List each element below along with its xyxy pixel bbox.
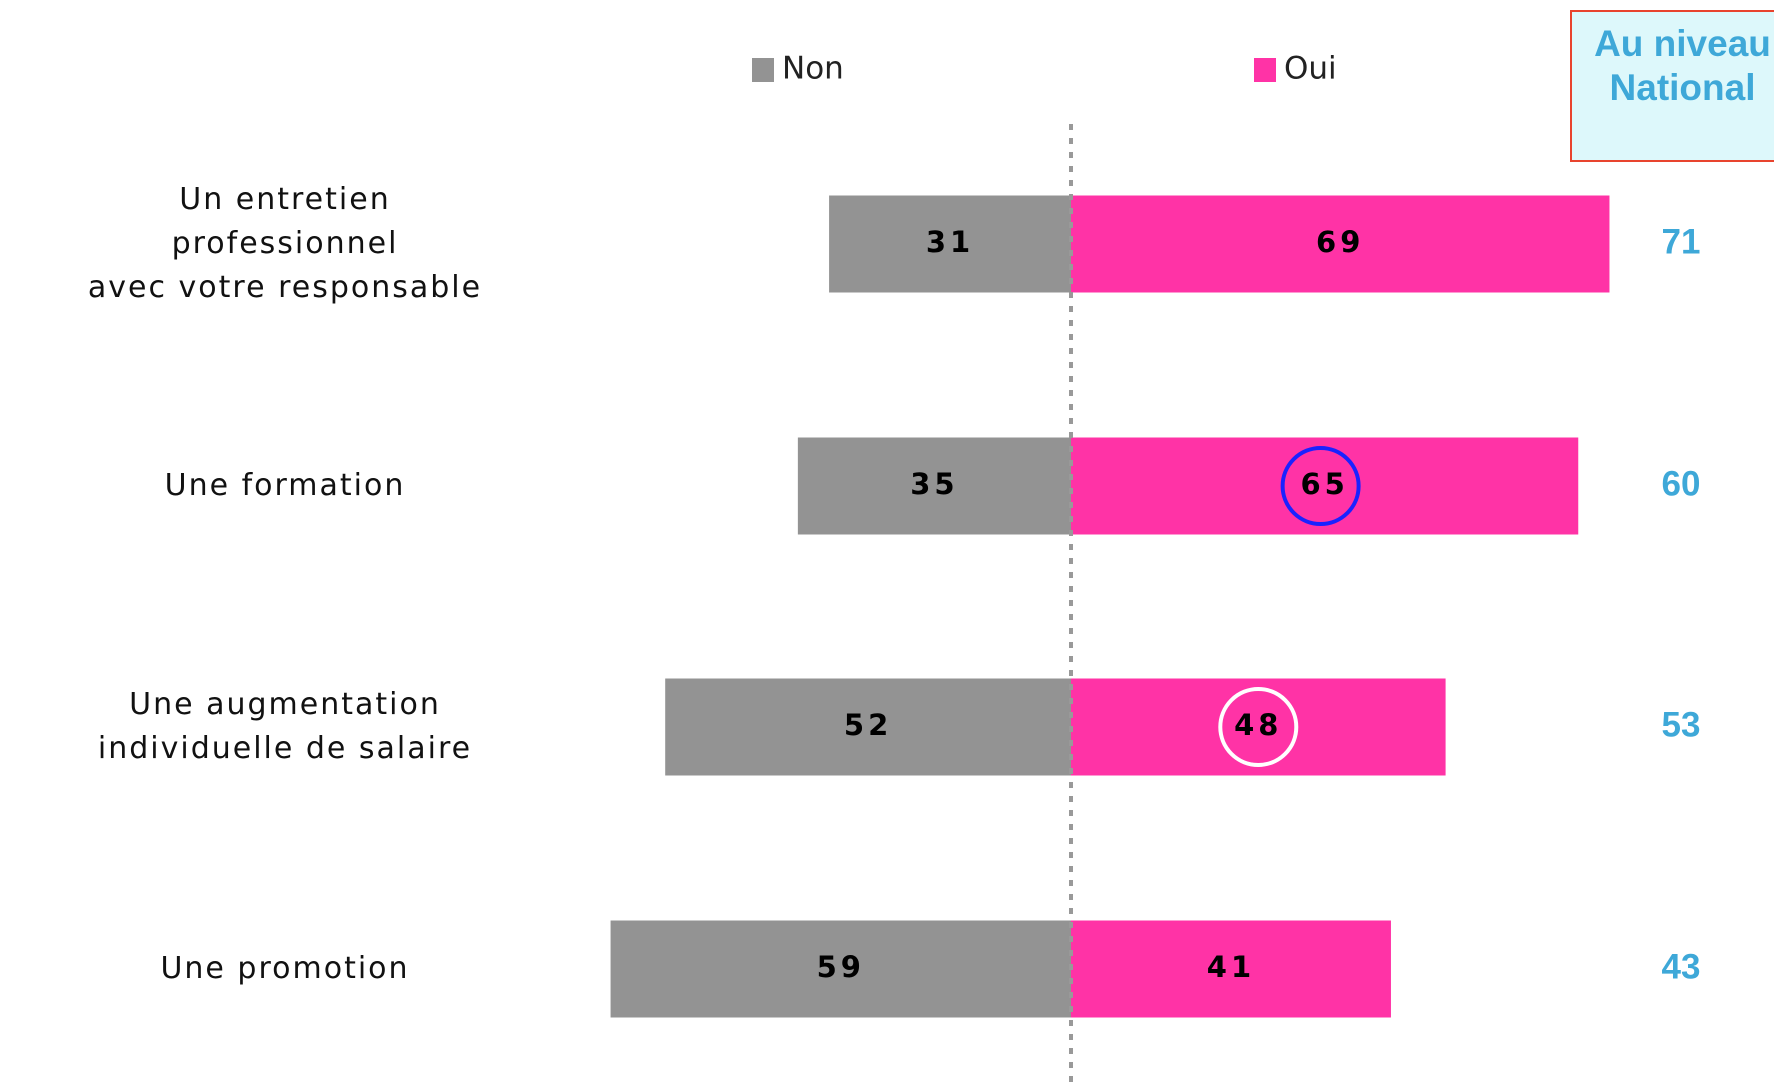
value-label: 65 — [1300, 467, 1348, 501]
national-title: Au niveau National — [1594, 23, 1771, 108]
category-label: Un entretien professionnel avec votre re… — [87, 182, 483, 305]
national-header-box — [1570, 10, 1774, 162]
bar-oui — [1071, 195, 1610, 293]
bar-oui — [1071, 920, 1391, 1018]
value-label: 48 — [1234, 708, 1282, 742]
national-value: 53 — [1662, 705, 1701, 744]
legend-swatch — [752, 58, 774, 82]
value-label: 31 — [926, 225, 974, 259]
category-label: Une formation — [164, 468, 406, 503]
bar-non — [829, 195, 1071, 293]
national-value: 43 — [1662, 947, 1701, 986]
value-label: 69 — [1316, 225, 1364, 259]
bar-oui — [1071, 437, 1579, 535]
national-value: 71 — [1662, 222, 1701, 261]
category-label: Une promotion — [160, 951, 410, 986]
bar-non — [797, 437, 1071, 535]
value-label: 35 — [910, 467, 958, 501]
value-label: 41 — [1207, 950, 1255, 984]
value-label: 59 — [817, 950, 865, 984]
category-label: Une augmentation individuelle de salaire — [97, 687, 473, 766]
highlight-circle — [1280, 446, 1361, 526]
national-value: 60 — [1662, 464, 1701, 503]
bar-oui — [1071, 678, 1446, 776]
legend-swatch — [1254, 58, 1276, 82]
bar-non — [610, 920, 1071, 1018]
legend-label: Non — [782, 51, 844, 87]
value-label: 52 — [844, 708, 892, 742]
highlight-circle — [1218, 687, 1299, 767]
legend-label: Oui — [1284, 51, 1337, 87]
bar-non — [665, 678, 1071, 776]
